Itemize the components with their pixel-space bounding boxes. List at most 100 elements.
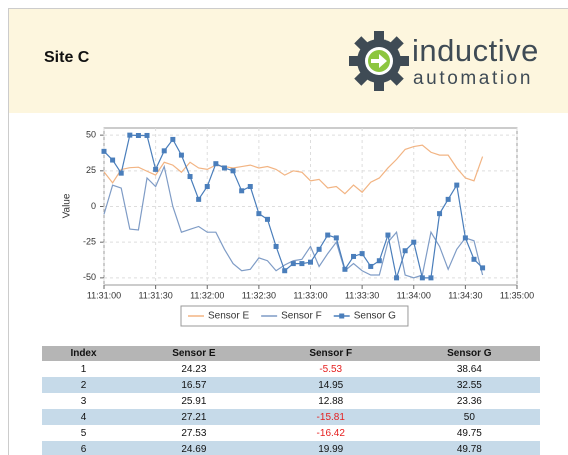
- table-cell: 49.78: [398, 441, 540, 455]
- table-cell: 1: [80, 363, 87, 375]
- page-title: Site C: [44, 49, 90, 66]
- table-cell: -5.53: [319, 363, 343, 375]
- x-tick-label: 11:33:00: [293, 290, 327, 300]
- table-cell: 24.23: [181, 363, 207, 375]
- data-point: [213, 161, 219, 167]
- data-point: [178, 152, 184, 158]
- data-point: [385, 232, 391, 238]
- legend-label: Sensor G: [354, 311, 396, 322]
- data-point: [161, 148, 167, 154]
- data-point: [204, 184, 210, 190]
- x-tick-label: 11:31:30: [138, 290, 172, 300]
- table-cell: 24.69: [125, 441, 263, 455]
- table-cell: 27.53: [181, 427, 207, 439]
- table-cell: 25.91: [181, 395, 207, 407]
- table-row: 5 27.53 -16.42 49.75: [42, 425, 540, 441]
- series-line: [103, 144, 484, 195]
- data-point: [419, 275, 425, 281]
- data-point: [187, 174, 193, 180]
- data-point: [462, 235, 468, 241]
- table-cell: 38.64: [456, 363, 482, 375]
- data-point: [394, 275, 400, 281]
- data-point: [221, 165, 227, 171]
- y-tick-label: -25: [83, 237, 96, 247]
- data-point: [196, 196, 202, 202]
- x-tick-label: 11:32:00: [190, 290, 224, 300]
- data-point: [351, 253, 357, 259]
- data-point: [437, 211, 443, 217]
- data-point: [239, 188, 245, 194]
- chart: Value -50 -25 0 25 50 11:31:00 11:31:30 11:32:0…: [62, 127, 534, 327]
- table-cell: 5: [80, 427, 87, 439]
- data-point: [376, 258, 382, 264]
- data-point: [333, 235, 339, 241]
- x-tick-label: 11:31:00: [87, 290, 121, 300]
- table-cell: -16.42: [316, 427, 345, 439]
- data-point: [127, 132, 133, 138]
- data-point: [454, 182, 460, 188]
- data-point: [101, 148, 107, 154]
- table-cell: 50: [398, 409, 540, 425]
- data-point: [299, 261, 305, 267]
- table-cell: 4: [42, 409, 125, 425]
- table-cell: 14.95: [262, 377, 399, 393]
- data-point: [342, 266, 348, 272]
- data-point: [471, 256, 477, 262]
- header: Site C inductive automation: [8, 8, 568, 113]
- table-cell: -15.81: [262, 409, 399, 425]
- logo-text: inductive: [412, 33, 539, 68]
- data-point: [282, 268, 288, 274]
- table-cell: 2: [42, 377, 125, 393]
- table-cell: 27.21: [125, 409, 263, 425]
- x-tick-label: 11:34:00: [397, 290, 431, 300]
- data-point: [273, 243, 279, 249]
- table-cell: 49.75: [456, 427, 482, 439]
- data-point: [247, 184, 253, 190]
- data-point: [135, 132, 141, 138]
- y-tick-label: -50: [83, 272, 96, 282]
- legend-box: [180, 305, 409, 327]
- data-point: [402, 248, 408, 254]
- table-cell: 12.88: [318, 395, 344, 407]
- data-point: [368, 263, 374, 269]
- data-point: [411, 239, 417, 245]
- data-point: [118, 170, 124, 176]
- data-point: [290, 261, 296, 267]
- data-point: [110, 157, 116, 163]
- legend: Sensor E Sensor F Sensor G: [180, 305, 409, 327]
- y-axis-label: Value: [62, 193, 73, 218]
- x-tick-label: 11:33:30: [345, 290, 379, 300]
- column-header: Sensor E: [125, 346, 263, 361]
- content: [8, 112, 568, 455]
- table-cell: 3: [80, 395, 87, 407]
- logo-text: automation: [413, 68, 534, 89]
- table-cell: 19.99: [262, 441, 399, 455]
- table-cell: 16.57: [125, 377, 263, 393]
- data-point: [153, 166, 159, 172]
- table-row: 6 24.69 19.99 49.78: [42, 441, 540, 455]
- table-cell: 23.36: [456, 395, 482, 407]
- data-point: [445, 196, 451, 202]
- x-tick-label: 11:35:00: [500, 290, 534, 300]
- y-tick-label: 0: [91, 201, 96, 211]
- column-header: Sensor G: [398, 346, 540, 361]
- legend-marker: [339, 313, 345, 319]
- data-point: [308, 259, 313, 265]
- data-point: [230, 168, 236, 174]
- table-row: 3 25.91 12.88 23.36: [42, 393, 540, 409]
- legend-label: Sensor F: [281, 311, 322, 322]
- logo-icon: [349, 31, 409, 91]
- data-point: [428, 275, 434, 281]
- data-point: [144, 132, 150, 138]
- x-tick-label: 11:32:30: [242, 290, 276, 300]
- data-table: Index Sensor E Sensor F Sensor G 1 24.23 -5.53…: [42, 346, 540, 455]
- legend-label: Sensor E: [208, 311, 249, 322]
- data-point: [256, 211, 262, 217]
- data-point: [316, 246, 322, 252]
- y-tick-label: 50: [86, 130, 96, 140]
- table-row: 1 24.23 -5.53 38.64: [42, 361, 540, 377]
- data-point: [170, 136, 176, 142]
- data-point: [264, 216, 270, 222]
- series-line: [103, 164, 484, 279]
